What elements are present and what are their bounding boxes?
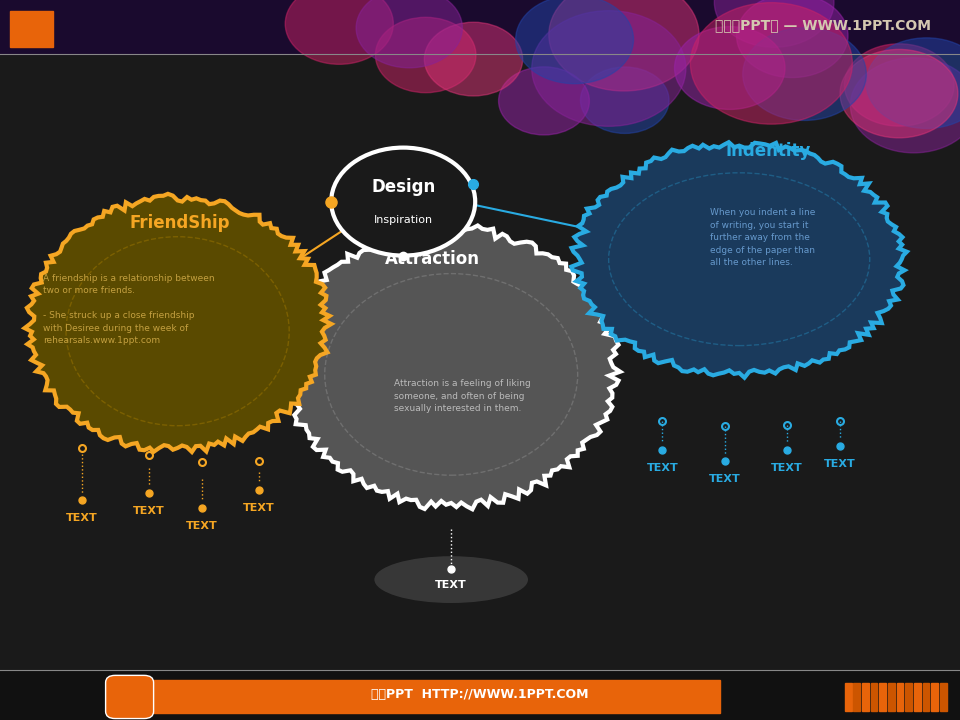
Text: TEXT: TEXT — [435, 580, 468, 590]
Text: TEXT: TEXT — [132, 506, 165, 516]
Bar — [879, 683, 886, 711]
Circle shape — [375, 17, 476, 93]
Bar — [0, 0, 960, 54]
Polygon shape — [571, 142, 907, 378]
Text: Indentity: Indentity — [726, 143, 810, 161]
Text: TEXT: TEXT — [824, 459, 856, 469]
Circle shape — [516, 0, 634, 84]
Circle shape — [532, 11, 685, 126]
Text: TEXT: TEXT — [65, 513, 98, 523]
Circle shape — [845, 44, 954, 126]
FancyBboxPatch shape — [106, 675, 154, 719]
Circle shape — [866, 38, 960, 128]
Text: Design: Design — [372, 179, 435, 197]
Polygon shape — [25, 194, 331, 452]
Polygon shape — [283, 224, 620, 509]
Circle shape — [285, 0, 394, 64]
Bar — [888, 683, 895, 711]
Bar — [144, 680, 720, 713]
Circle shape — [356, 0, 463, 68]
Text: When you indent a line
of writing, you start it
further away from the
edge of th: When you indent a line of writing, you s… — [710, 208, 816, 267]
Circle shape — [743, 28, 866, 120]
Circle shape — [331, 148, 475, 256]
Bar — [0, 0, 960, 54]
Text: 『第一PPT』 — WWW.1PPT.COM: 『第一PPT』 — WWW.1PPT.COM — [715, 18, 931, 32]
Text: TEXT: TEXT — [771, 463, 804, 473]
Bar — [923, 683, 929, 711]
Bar — [845, 683, 852, 711]
Circle shape — [675, 27, 785, 109]
Text: 第一PPT  HTTP://WWW.1PPT.COM: 第一PPT HTTP://WWW.1PPT.COM — [372, 688, 588, 701]
Text: A friendship is a relationship between
two or more friends.

- She struck up a c: A friendship is a relationship between t… — [43, 274, 215, 346]
Text: FriendShip: FriendShip — [130, 215, 230, 233]
Text: Inspiration: Inspiration — [373, 215, 433, 225]
Text: Attraction: Attraction — [385, 251, 479, 269]
Bar — [0, 670, 960, 720]
Circle shape — [549, 0, 699, 91]
Text: TEXT: TEXT — [243, 503, 276, 513]
Bar — [871, 683, 877, 711]
Circle shape — [581, 67, 669, 133]
Circle shape — [690, 3, 852, 124]
Text: TEXT: TEXT — [646, 463, 679, 473]
Bar — [905, 683, 912, 711]
Bar — [10, 11, 53, 47]
Circle shape — [736, 0, 848, 78]
Bar — [853, 683, 860, 711]
Text: Attraction is a feeling of liking
someone, and often of being
sexually intereste: Attraction is a feeling of liking someon… — [394, 379, 530, 413]
Circle shape — [714, 0, 834, 48]
Text: TEXT: TEXT — [185, 521, 218, 531]
Text: TEXT: TEXT — [708, 474, 741, 484]
Bar — [914, 683, 921, 711]
Circle shape — [851, 58, 960, 153]
Ellipse shape — [374, 556, 528, 603]
Bar — [862, 683, 869, 711]
Bar — [897, 683, 903, 711]
Circle shape — [840, 50, 958, 138]
Bar — [940, 683, 947, 711]
Circle shape — [424, 22, 522, 96]
Bar — [931, 683, 938, 711]
Circle shape — [498, 67, 589, 135]
